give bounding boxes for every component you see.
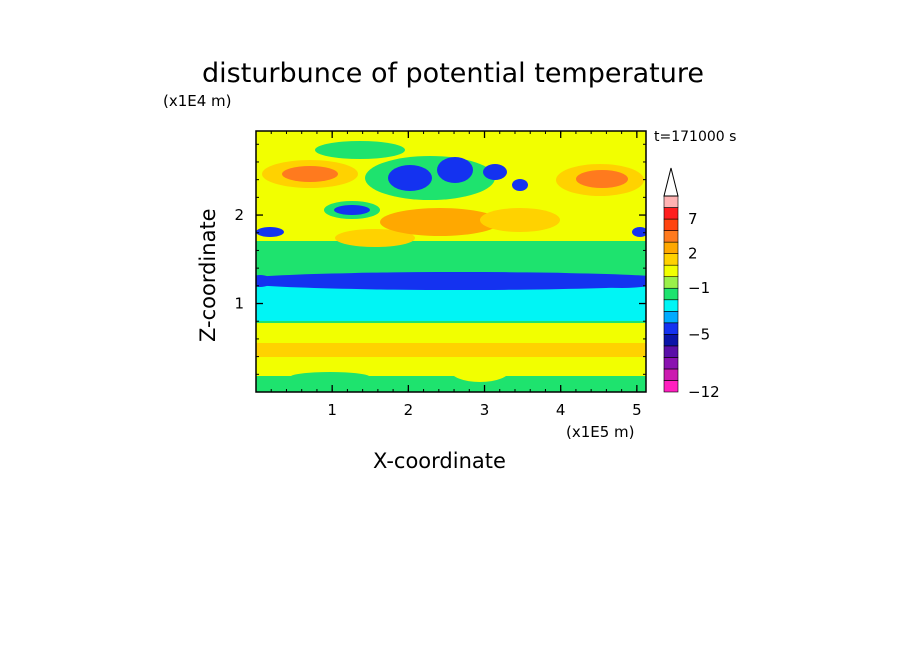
colorbar-swatch: [663, 299, 679, 312]
cold-core: [256, 272, 646, 290]
warm-streak-mid: [335, 229, 415, 247]
colorbar-swatch: [663, 345, 679, 358]
cold-cell-4: [512, 179, 528, 191]
colorbar-swatch: [663, 276, 679, 289]
lower-orange-streak: [256, 343, 646, 357]
colorbar-swatch: [663, 195, 679, 208]
colorbar-swatch: [663, 218, 679, 231]
colorbar-label: −5: [688, 325, 710, 343]
x-tick-label: 3: [480, 401, 490, 419]
cold-core-left: [256, 275, 272, 287]
colorbar: 7 2 −1 −5 −12: [663, 167, 720, 401]
cold-layer-tail: [410, 303, 646, 319]
colorbar-label: 2: [688, 245, 698, 263]
time-label: t=171000 s: [654, 129, 737, 145]
plot-frame: [255, 130, 647, 393]
colorbar-swatch: [663, 357, 679, 370]
cold-cell-1: [388, 165, 432, 191]
cold-cell-right-edge: [632, 227, 646, 237]
colorbar-label: −1: [688, 279, 710, 297]
x-tick-label: 1: [327, 401, 337, 419]
upper-green-band: [256, 241, 646, 263]
surface-patch: [450, 358, 510, 382]
cold-cell-2: [437, 157, 473, 183]
colorbar-swatch: [663, 334, 679, 347]
colorbar-label: 7: [688, 210, 698, 228]
surface-streak: [290, 372, 370, 382]
x-tick-label: 4: [556, 401, 566, 419]
y-tick-label: 1: [234, 295, 244, 313]
x-tick-label: 2: [404, 401, 414, 419]
contour-field: [256, 131, 646, 392]
colorbar-swatch: [663, 253, 679, 266]
x-axis-unit: (x1E5 m): [566, 423, 635, 441]
warm-fan: [380, 208, 500, 236]
y-tick-label: 2: [234, 206, 244, 224]
colorbar-swatch: [663, 230, 679, 243]
colorbar-swatch: [663, 241, 679, 254]
warm-lobe-right-core: [576, 170, 628, 188]
colorbar-swatch: [663, 264, 679, 278]
colorbar-swatch: [663, 207, 679, 220]
warm-fan-right: [480, 208, 560, 232]
cold-core-right: [587, 276, 646, 288]
axis-ticks: 1 2 3 4 5 1 2: [234, 131, 646, 419]
colorbar-label: −12: [688, 383, 720, 401]
colorbar-extend-arrow: [663, 167, 679, 197]
cold-cell-left-edge: [256, 227, 284, 237]
chart-title: disturbunce of potential temperature: [202, 58, 704, 89]
warm-lobe-left-core: [282, 166, 338, 182]
y-axis-unit: (x1E4 m): [163, 92, 232, 110]
x-axis-label: X-coordinate: [373, 449, 506, 473]
cold-cell-mid: [334, 205, 370, 215]
colorbar-swatch: [663, 380, 679, 393]
colorbar-swatch: [663, 287, 679, 301]
green-streak-upper: [315, 141, 405, 159]
colorbar-swatch: [663, 368, 679, 381]
cold-cell-3: [483, 164, 507, 180]
x-tick-label: 5: [632, 401, 642, 419]
colorbar-swatch: [663, 310, 679, 324]
colorbar-swatch: [663, 322, 679, 335]
